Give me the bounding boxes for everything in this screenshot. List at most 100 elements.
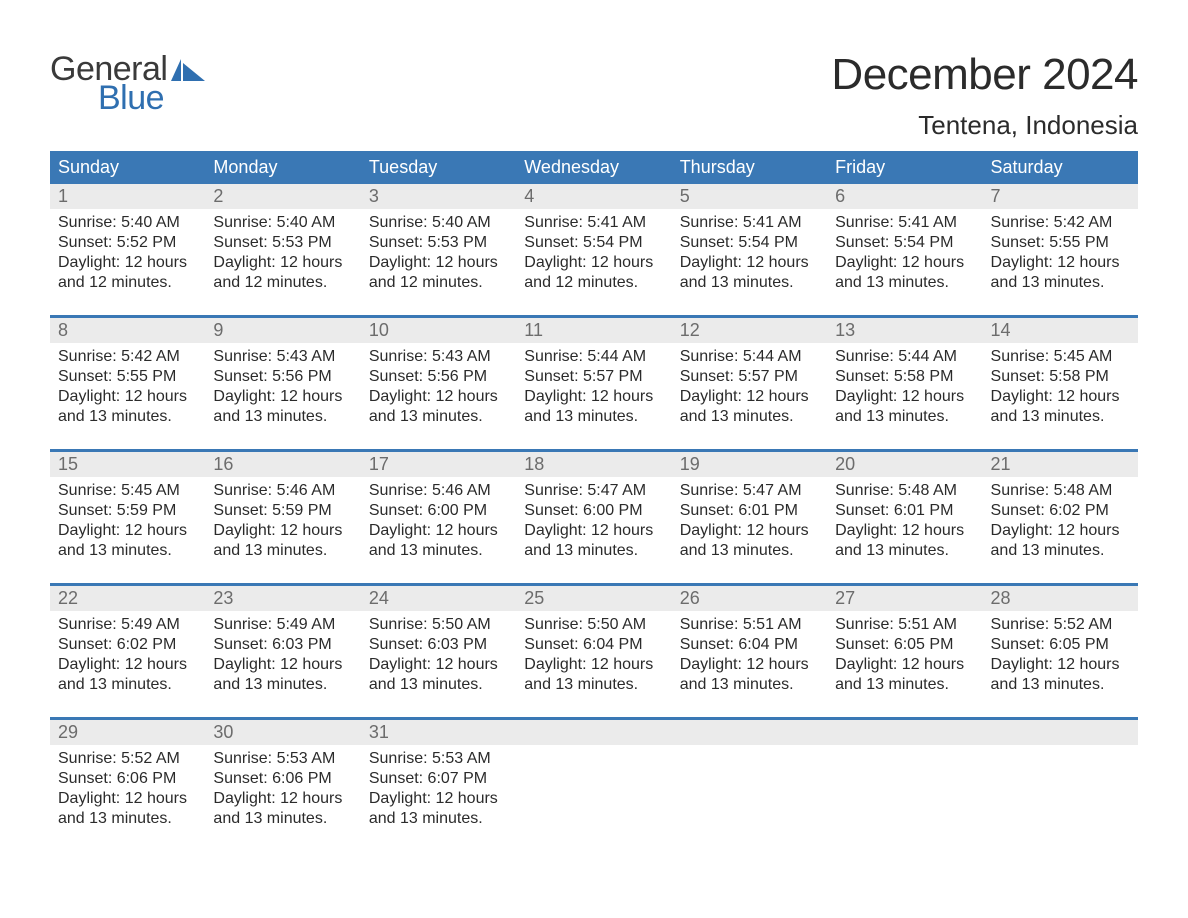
daylight-line: Daylight: 12 hours and 13 minutes. (58, 521, 199, 561)
day-number: 25 (516, 586, 671, 611)
day-number-row: 15161718192021 (50, 452, 1138, 477)
sunrise-line: Sunrise: 5:47 AM (524, 481, 665, 501)
daylight-line: Daylight: 12 hours and 13 minutes. (991, 253, 1132, 293)
weekday-header: Sunday (50, 151, 205, 184)
daylight-line: Daylight: 12 hours and 13 minutes. (991, 521, 1132, 561)
sunrise-line: Sunrise: 5:51 AM (835, 615, 976, 635)
sunset-line: Sunset: 5:55 PM (991, 233, 1132, 253)
sunrise-line: Sunrise: 5:43 AM (369, 347, 510, 367)
weekday-header: Monday (205, 151, 360, 184)
day-cell: Sunrise: 5:41 AMSunset: 5:54 PMDaylight:… (516, 209, 671, 297)
day-cell: Sunrise: 5:43 AMSunset: 5:56 PMDaylight:… (205, 343, 360, 431)
sunrise-line: Sunrise: 5:45 AM (991, 347, 1132, 367)
day-number: 6 (827, 184, 982, 209)
day-number: 1 (50, 184, 205, 209)
page: General Blue December 2024 Tentena, Indo… (0, 0, 1188, 863)
day-cell (827, 745, 982, 833)
day-cell: Sunrise: 5:40 AMSunset: 5:53 PMDaylight:… (205, 209, 360, 297)
daylight-line: Daylight: 12 hours and 13 minutes. (835, 655, 976, 695)
calendar: SundayMondayTuesdayWednesdayThursdayFrid… (50, 151, 1138, 833)
header: General Blue December 2024 Tentena, Indo… (50, 50, 1138, 141)
daylight-line: Daylight: 12 hours and 13 minutes. (835, 253, 976, 293)
day-number-row: 293031 (50, 720, 1138, 745)
day-cell: Sunrise: 5:44 AMSunset: 5:57 PMDaylight:… (672, 343, 827, 431)
day-cell: Sunrise: 5:53 AMSunset: 6:06 PMDaylight:… (205, 745, 360, 833)
day-content-row: Sunrise: 5:45 AMSunset: 5:59 PMDaylight:… (50, 477, 1138, 565)
sunset-line: Sunset: 6:01 PM (835, 501, 976, 521)
daylight-line: Daylight: 12 hours and 13 minutes. (369, 655, 510, 695)
sunrise-line: Sunrise: 5:50 AM (369, 615, 510, 635)
day-number: 14 (983, 318, 1138, 343)
daylight-line: Daylight: 12 hours and 12 minutes. (213, 253, 354, 293)
day-cell: Sunrise: 5:46 AMSunset: 6:00 PMDaylight:… (361, 477, 516, 565)
day-number: 27 (827, 586, 982, 611)
sunset-line: Sunset: 6:00 PM (369, 501, 510, 521)
day-cell: Sunrise: 5:43 AMSunset: 5:56 PMDaylight:… (361, 343, 516, 431)
sunrise-line: Sunrise: 5:51 AM (680, 615, 821, 635)
title-block: December 2024 Tentena, Indonesia (831, 50, 1138, 141)
sunset-line: Sunset: 6:00 PM (524, 501, 665, 521)
day-cell: Sunrise: 5:51 AMSunset: 6:04 PMDaylight:… (672, 611, 827, 699)
day-content-row: Sunrise: 5:49 AMSunset: 6:02 PMDaylight:… (50, 611, 1138, 699)
daylight-line: Daylight: 12 hours and 12 minutes. (369, 253, 510, 293)
daylight-line: Daylight: 12 hours and 13 minutes. (213, 521, 354, 561)
sunrise-line: Sunrise: 5:46 AM (369, 481, 510, 501)
weekday-header: Wednesday (516, 151, 671, 184)
daylight-line: Daylight: 12 hours and 13 minutes. (835, 387, 976, 427)
sunrise-line: Sunrise: 5:42 AM (991, 213, 1132, 233)
logo: General Blue (50, 50, 205, 118)
day-number: 21 (983, 452, 1138, 477)
day-number (827, 720, 982, 745)
day-cell: Sunrise: 5:44 AMSunset: 5:58 PMDaylight:… (827, 343, 982, 431)
sunrise-line: Sunrise: 5:41 AM (680, 213, 821, 233)
daylight-line: Daylight: 12 hours and 13 minutes. (369, 521, 510, 561)
day-cell: Sunrise: 5:48 AMSunset: 6:01 PMDaylight:… (827, 477, 982, 565)
sunset-line: Sunset: 5:53 PM (213, 233, 354, 253)
sunrise-line: Sunrise: 5:52 AM (991, 615, 1132, 635)
daylight-line: Daylight: 12 hours and 13 minutes. (524, 521, 665, 561)
sunrise-line: Sunrise: 5:45 AM (58, 481, 199, 501)
day-number: 17 (361, 452, 516, 477)
sunset-line: Sunset: 5:55 PM (58, 367, 199, 387)
day-number: 24 (361, 586, 516, 611)
sunset-line: Sunset: 6:04 PM (524, 635, 665, 655)
daylight-line: Daylight: 12 hours and 13 minutes. (835, 521, 976, 561)
day-number: 30 (205, 720, 360, 745)
day-number: 10 (361, 318, 516, 343)
day-number: 13 (827, 318, 982, 343)
day-cell: Sunrise: 5:47 AMSunset: 6:00 PMDaylight:… (516, 477, 671, 565)
daylight-line: Daylight: 12 hours and 13 minutes. (58, 387, 199, 427)
sunset-line: Sunset: 6:02 PM (58, 635, 199, 655)
day-content-row: Sunrise: 5:42 AMSunset: 5:55 PMDaylight:… (50, 343, 1138, 431)
daylight-line: Daylight: 12 hours and 13 minutes. (991, 387, 1132, 427)
day-number: 23 (205, 586, 360, 611)
day-number (516, 720, 671, 745)
day-cell: Sunrise: 5:46 AMSunset: 5:59 PMDaylight:… (205, 477, 360, 565)
day-number: 9 (205, 318, 360, 343)
weekday-header: Saturday (983, 151, 1138, 184)
sunset-line: Sunset: 5:54 PM (680, 233, 821, 253)
sunset-line: Sunset: 6:06 PM (213, 769, 354, 789)
sunrise-line: Sunrise: 5:48 AM (991, 481, 1132, 501)
day-cell: Sunrise: 5:41 AMSunset: 5:54 PMDaylight:… (672, 209, 827, 297)
day-content-row: Sunrise: 5:40 AMSunset: 5:52 PMDaylight:… (50, 209, 1138, 297)
day-cell: Sunrise: 5:41 AMSunset: 5:54 PMDaylight:… (827, 209, 982, 297)
day-number-row: 1234567 (50, 184, 1138, 209)
day-content-row: Sunrise: 5:52 AMSunset: 6:06 PMDaylight:… (50, 745, 1138, 833)
day-number: 2 (205, 184, 360, 209)
sunset-line: Sunset: 5:58 PM (835, 367, 976, 387)
day-cell (516, 745, 671, 833)
logo-word-blue: Blue (98, 79, 164, 118)
day-cell: Sunrise: 5:48 AMSunset: 6:02 PMDaylight:… (983, 477, 1138, 565)
weekday-header-row: SundayMondayTuesdayWednesdayThursdayFrid… (50, 151, 1138, 184)
day-cell (672, 745, 827, 833)
daylight-line: Daylight: 12 hours and 13 minutes. (524, 387, 665, 427)
sunset-line: Sunset: 6:01 PM (680, 501, 821, 521)
daylight-line: Daylight: 12 hours and 13 minutes. (58, 655, 199, 695)
sunset-line: Sunset: 5:58 PM (991, 367, 1132, 387)
sunset-line: Sunset: 5:54 PM (835, 233, 976, 253)
sunrise-line: Sunrise: 5:53 AM (369, 749, 510, 769)
day-cell: Sunrise: 5:44 AMSunset: 5:57 PMDaylight:… (516, 343, 671, 431)
sunrise-line: Sunrise: 5:42 AM (58, 347, 199, 367)
weekday-header: Tuesday (361, 151, 516, 184)
